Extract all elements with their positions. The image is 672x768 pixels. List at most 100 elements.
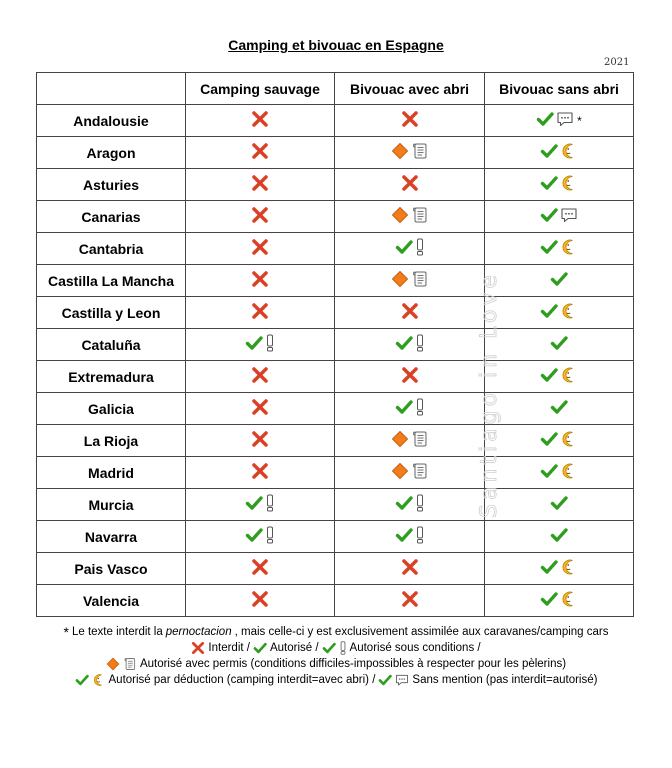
diamond-icon bbox=[106, 656, 120, 672]
speech-bubble-icon bbox=[395, 672, 409, 688]
status-cell bbox=[484, 232, 634, 265]
check-icon bbox=[322, 640, 336, 656]
rules-table: Camping sauvage Bivouac avec abri Bivoua… bbox=[36, 72, 634, 617]
header-bivouac-sans-abri: Bivouac sans abri bbox=[484, 72, 634, 105]
status-cell bbox=[484, 264, 634, 297]
status-cell bbox=[484, 520, 634, 553]
status-cell bbox=[484, 360, 634, 393]
footnote-star: * bbox=[577, 113, 582, 128]
table-row: Madrid bbox=[36, 456, 634, 489]
cross-icon bbox=[191, 640, 205, 656]
diamond-icon bbox=[391, 462, 409, 483]
cross-icon bbox=[251, 366, 269, 387]
table-row: Cantabria bbox=[36, 232, 634, 265]
cross-icon bbox=[251, 398, 269, 419]
status-cell bbox=[185, 104, 335, 137]
diamond-icon bbox=[391, 430, 409, 451]
region-name: La Rioja bbox=[36, 424, 186, 457]
check-icon bbox=[550, 270, 568, 291]
scroll-icon bbox=[411, 206, 429, 227]
status-cell bbox=[185, 136, 335, 169]
cross-icon bbox=[401, 558, 419, 579]
exclamation-icon bbox=[415, 494, 425, 515]
region-name: Pais Vasco bbox=[36, 552, 186, 585]
status-cell bbox=[334, 392, 485, 425]
status-cell bbox=[484, 328, 634, 361]
status-cell bbox=[334, 552, 485, 585]
status-cell bbox=[484, 424, 634, 457]
region-name: Cataluña bbox=[36, 328, 186, 361]
status-cell bbox=[334, 328, 485, 361]
check-icon bbox=[253, 640, 267, 656]
legend: * Le texte interdit la pernoctacion, mais… bbox=[0, 624, 672, 688]
cross-icon bbox=[251, 462, 269, 483]
check-icon bbox=[536, 110, 554, 131]
status-cell bbox=[185, 584, 335, 617]
moon-icon bbox=[560, 238, 578, 259]
legend-interdit: Interdit / bbox=[208, 642, 250, 654]
cross-icon bbox=[251, 270, 269, 291]
status-cell bbox=[334, 360, 485, 393]
table-row: Asturies bbox=[36, 168, 634, 201]
diamond-icon bbox=[391, 142, 409, 163]
moon-icon bbox=[560, 174, 578, 195]
region-name: Valencia bbox=[36, 584, 186, 617]
legend-line-4: Autorisé par déduction (camping interdit… bbox=[0, 672, 672, 688]
table-row: Aragon bbox=[36, 136, 634, 169]
exclamation-icon bbox=[265, 334, 275, 355]
status-cell bbox=[185, 200, 335, 233]
header-camping-sauvage: Camping sauvage bbox=[185, 72, 335, 105]
moon-icon bbox=[560, 430, 578, 451]
status-cell bbox=[334, 168, 485, 201]
status-cell: * bbox=[484, 104, 634, 137]
cross-icon bbox=[401, 590, 419, 611]
legend-sans-mention: Sans mention (pas interdit=autorisé) bbox=[412, 674, 598, 686]
cross-icon bbox=[251, 238, 269, 259]
region-name: Extremadura bbox=[36, 360, 186, 393]
status-cell bbox=[334, 104, 485, 137]
check-icon bbox=[395, 238, 413, 259]
status-cell bbox=[484, 488, 634, 521]
legend-avec-permis: Autorisé avec permis (conditions diffici… bbox=[139, 658, 567, 670]
status-cell bbox=[484, 552, 634, 585]
legend-deduction: Autorisé par déduction (camping interdit… bbox=[108, 674, 376, 686]
cross-icon bbox=[251, 174, 269, 195]
check-icon bbox=[540, 462, 558, 483]
moon-icon bbox=[560, 142, 578, 163]
cross-icon bbox=[401, 110, 419, 131]
status-cell bbox=[484, 136, 634, 169]
scroll-icon bbox=[411, 462, 429, 483]
status-cell bbox=[185, 232, 335, 265]
status-cell bbox=[334, 136, 485, 169]
scroll-icon bbox=[411, 430, 429, 451]
table-row: Pais Vasco bbox=[36, 552, 634, 585]
table-row: La Rioja bbox=[36, 424, 634, 457]
page-title: Camping et bivouac en Espagne bbox=[228, 37, 444, 53]
year-label: 2021 bbox=[604, 57, 630, 68]
status-cell bbox=[484, 584, 634, 617]
status-cell bbox=[185, 264, 335, 297]
region-name: Asturies bbox=[36, 168, 186, 201]
legend-note: * Le texte interdit la pernoctacion, mais… bbox=[0, 624, 672, 640]
status-cell bbox=[334, 584, 485, 617]
region-name: Castilla y Leon bbox=[36, 296, 186, 329]
check-icon bbox=[540, 590, 558, 611]
check-icon bbox=[540, 558, 558, 579]
cross-icon bbox=[251, 430, 269, 451]
region-name: Canarias bbox=[36, 200, 186, 233]
table-row: Canarias bbox=[36, 200, 634, 233]
legend-note-text-a: Le texte interdit la bbox=[71, 626, 163, 638]
cross-icon bbox=[251, 110, 269, 131]
check-icon bbox=[550, 334, 568, 355]
exclamation-icon bbox=[415, 334, 425, 355]
region-name: Murcia bbox=[36, 488, 186, 521]
check-icon bbox=[75, 672, 89, 688]
moon-icon bbox=[92, 672, 106, 688]
region-name: Castilla La Mancha bbox=[36, 264, 186, 297]
scroll-icon bbox=[123, 656, 137, 672]
status-cell bbox=[484, 392, 634, 425]
region-name: Cantabria bbox=[36, 232, 186, 265]
exclamation-icon bbox=[265, 526, 275, 547]
legend-line-3: Autorisé avec permis (conditions diffici… bbox=[0, 656, 672, 672]
speech-bubble-icon bbox=[556, 110, 574, 131]
